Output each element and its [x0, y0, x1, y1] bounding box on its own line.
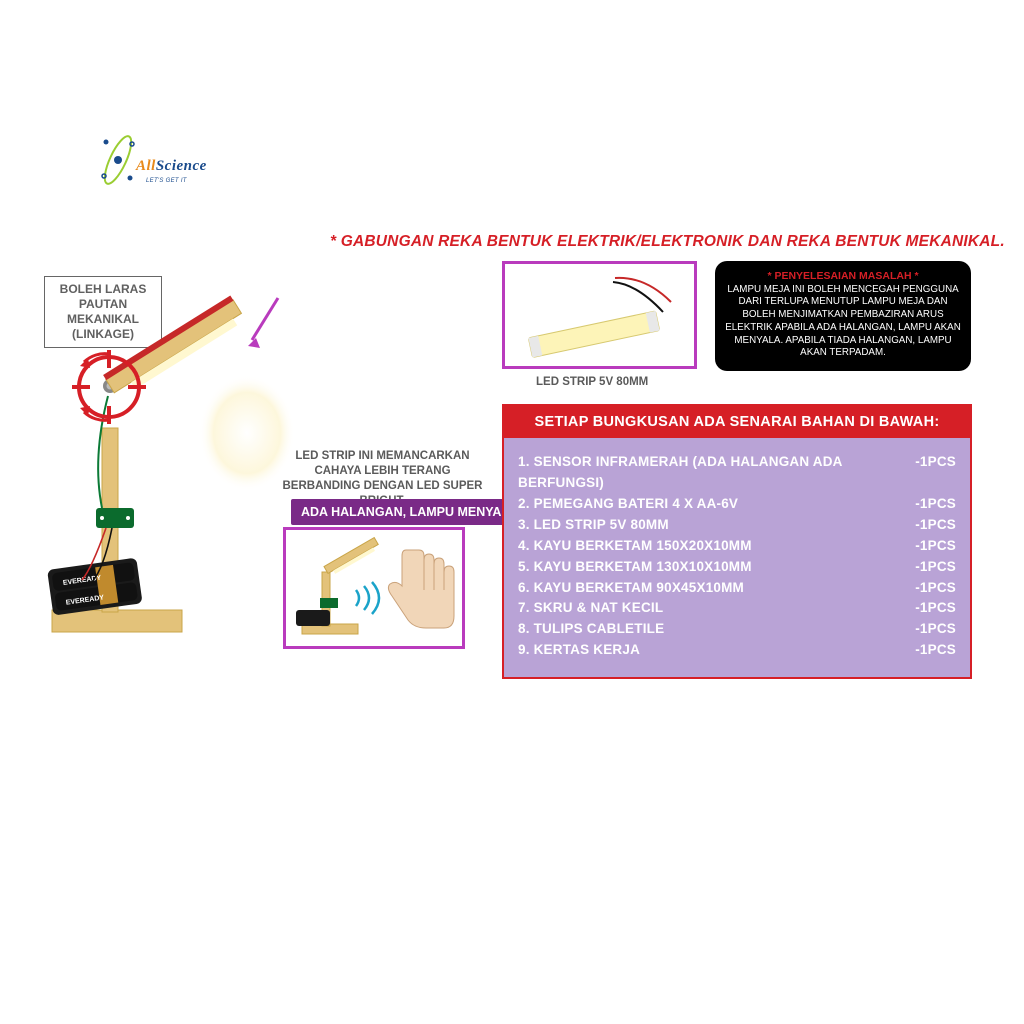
sensor-demo-photo: [283, 527, 465, 649]
crosshair-icon: [70, 348, 148, 426]
material-row: 5. KAYU BERKETAM 130X10X10MM-1PCS: [518, 557, 956, 578]
material-row: 2. PEMEGANG BATERI 4 X AA-6V-1PCS: [518, 494, 956, 515]
material-row: 3. LED STRIP 5V 80MM-1PCS: [518, 515, 956, 536]
brand-logo: AllScience LET'S GET IT: [88, 130, 238, 210]
material-name: 4. KAYU BERKETAM 150X20X10MM: [518, 536, 906, 557]
material-name: 6. KAYU BERKETAM 90X45X10MM: [518, 578, 906, 599]
material-qty: -1PCS: [906, 619, 956, 640]
brand-name: AllScience: [136, 158, 207, 175]
led-strip-photo: [502, 261, 697, 369]
material-row: 1. SENSOR INFRAMERAH (ADA HALANGAN ADA B…: [518, 452, 956, 494]
material-row: 6. KAYU BERKETAM 90X45X10MM-1PCS: [518, 578, 956, 599]
black-pill-body: LAMPU MEJA INI BOLEH MENCEGAH PENGGUNA D…: [725, 284, 961, 360]
material-row: 8. TULIPS CABLETILE-1PCS: [518, 619, 956, 640]
material-qty: -1PCS: [906, 536, 956, 557]
material-name: 9. KERTAS KERJA: [518, 640, 906, 661]
material-qty: -1PCS: [906, 494, 956, 515]
material-name: 8. TULIPS CABLETILE: [518, 619, 906, 640]
material-qty: -1PCS: [906, 557, 956, 578]
material-row: 9. KERTAS KERJA-1PCS: [518, 640, 956, 661]
material-qty: -1PCS: [906, 515, 956, 536]
materials-body: 1. SENSOR INFRAMERAH (ADA HALANGAN ADA B…: [504, 438, 970, 677]
hand-icon: [388, 550, 454, 628]
material-qty: -1PCS: [906, 578, 956, 599]
led-strip-caption: LED STRIP 5V 80MM: [536, 376, 648, 388]
purple-tag-halangan: ADA HALANGAN, LAMPU MENYALA: [291, 499, 528, 525]
material-name: 5. KAYU BERKETAM 130X10X10MM: [518, 557, 906, 578]
problem-solution-box: * PENYELESAIAN MASALAH * LAMPU MEJA INI …: [715, 261, 971, 371]
material-name: 7. SKRU & NAT KECIL: [518, 598, 906, 619]
material-qty: -1PCS: [906, 598, 956, 619]
material-row: 7. SKRU & NAT KECIL-1PCS: [518, 598, 956, 619]
materials-header: SETIAP BUNGKUSAN ADA SENARAI BAHAN DI BA…: [504, 406, 970, 438]
material-name: 2. PEMEGANG BATERI 4 X AA-6V: [518, 494, 906, 515]
material-name: 3. LED STRIP 5V 80MM: [518, 515, 906, 536]
brand-tagline: LET'S GET IT: [146, 178, 187, 184]
materials-panel: SETIAP BUNGKUSAN ADA SENARAI BAHAN DI BA…: [502, 404, 972, 679]
black-pill-title: * PENYELESAIAN MASALAH *: [725, 270, 961, 284]
lamp-illustration: EVEREADY EVEREADY: [42, 268, 302, 638]
headline: * GABUNGAN REKA BENTUK ELEKTRIK/ELEKTRON…: [330, 233, 1005, 251]
material-qty: -1PCS: [906, 640, 956, 661]
material-row: 4. KAYU BERKETAM 150X20X10MM-1PCS: [518, 536, 956, 557]
material-qty: -1PCS: [906, 452, 956, 494]
material-name: 1. SENSOR INFRAMERAH (ADA HALANGAN ADA B…: [518, 452, 906, 494]
